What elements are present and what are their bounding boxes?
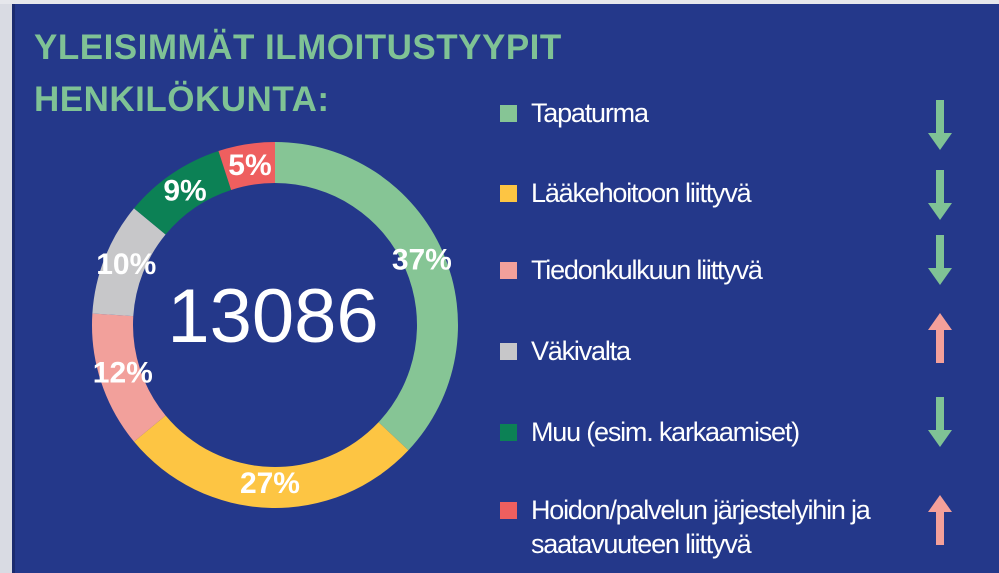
- left-border: [0, 0, 12, 573]
- slice-label: 9%: [163, 175, 206, 208]
- donut-slice: [92, 313, 166, 442]
- top-border: [0, 0, 999, 4]
- trend-arrows: [928, 100, 952, 545]
- slice-label: 5%: [228, 149, 271, 182]
- trend-arrow-down: [928, 235, 952, 285]
- slice-label: 12%: [93, 356, 153, 389]
- legend-swatch: [500, 343, 517, 360]
- slice-label: 27%: [240, 467, 300, 500]
- donut-slice: [218, 142, 275, 190]
- donut-slice: [92, 208, 166, 317]
- legend-label: Tiedonkulkuun liittyvä: [531, 255, 763, 285]
- trend-arrow-down: [928, 170, 952, 220]
- donut-slice: [133, 150, 232, 235]
- legend-label: Väkivalta: [531, 336, 631, 366]
- trend-arrow-down: [928, 397, 952, 447]
- legend-item: Väkivalta: [500, 334, 970, 368]
- legend-swatch: [500, 502, 517, 519]
- legend-item: Muu (esim. karkaamiset): [500, 415, 970, 449]
- legend-item: Lääkehoitoon liittyvä: [500, 176, 970, 210]
- slice-label: 37%: [392, 243, 452, 276]
- trend-arrow-up: [928, 313, 952, 363]
- legend-swatch: [500, 262, 517, 279]
- legend-item: Tapaturma: [500, 96, 970, 130]
- title-line: YLEISIMMÄT ILMOITUSTYYPIT: [34, 28, 562, 67]
- donut: 37% 27% 12% 10% 9% 5%: [92, 142, 458, 508]
- left-border-line: [12, 0, 15, 573]
- slice-label: 10%: [96, 248, 156, 281]
- legend-label: Hoidon/palvelun järjestelyihin ja saatav…: [531, 495, 871, 559]
- center-total: 13086: [167, 274, 378, 359]
- legend-label: Tapaturma: [531, 98, 649, 128]
- legend-item: Hoidon/palvelun järjestelyihin ja saatav…: [500, 493, 970, 561]
- trend-arrow-up: [928, 495, 952, 545]
- donut-slice: [275, 142, 458, 451]
- donut-slice: [133, 415, 409, 508]
- legend-swatch: [500, 105, 517, 122]
- legend-swatch: [500, 424, 517, 441]
- title-line: HENKILÖKUNTA:: [34, 80, 330, 119]
- legend-swatch: [500, 185, 517, 202]
- legend-item: Tiedonkulkuun liittyvä: [500, 253, 970, 287]
- trend-arrow-down: [928, 100, 952, 150]
- legend-label: Lääkehoitoon liittyvä: [531, 178, 752, 208]
- legend-label: Muu (esim. karkaamiset): [531, 417, 800, 447]
